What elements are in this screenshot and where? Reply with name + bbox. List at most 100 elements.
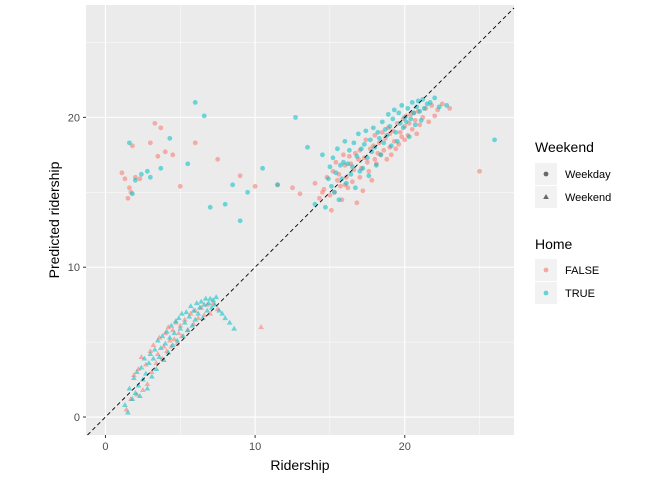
data-point: [153, 360, 160, 366]
data-point: [156, 354, 163, 360]
data-point: [354, 200, 360, 206]
data-point: [372, 132, 378, 138]
legend-symbol: [543, 267, 549, 273]
data-point: [312, 180, 318, 186]
data-point: [360, 188, 366, 194]
data-point: [138, 364, 145, 370]
data-point: [119, 170, 125, 176]
data-point: [137, 176, 143, 182]
data-point: [187, 303, 194, 309]
data-point: [158, 125, 164, 131]
data-point: [131, 375, 137, 381]
data-point: [180, 333, 187, 339]
data-point: [340, 152, 346, 158]
data-point: [388, 143, 394, 149]
data-point: [397, 120, 403, 126]
data-point: [189, 322, 196, 328]
data-point: [376, 135, 382, 141]
data-point: [293, 114, 298, 120]
legend: Weekend Weekday Weekend Home FALSE TRUE: [535, 139, 611, 304]
data-point: [204, 307, 211, 313]
data-point: [366, 173, 372, 179]
x-tick-label: 20: [399, 441, 411, 453]
data-point: [219, 310, 226, 316]
data-point: [222, 315, 229, 321]
data-point: [329, 183, 334, 189]
data-point: [213, 294, 220, 300]
data-point: [414, 104, 420, 110]
data-point: [162, 340, 169, 346]
data-point: [381, 147, 387, 153]
data-point: [447, 105, 453, 111]
data-point: [412, 122, 418, 128]
data-point: [147, 140, 153, 146]
data-point: [321, 186, 327, 192]
legend-title: Home: [535, 236, 573, 252]
data-point: [372, 156, 378, 162]
data-point: [417, 108, 423, 114]
data-point: [400, 125, 406, 131]
data-point: [137, 393, 143, 398]
data-point: [146, 360, 152, 366]
data-point: [357, 174, 363, 180]
x-axis-ticks: 0 10 20: [102, 435, 411, 453]
data-point: [207, 310, 214, 316]
data-point: [367, 137, 373, 143]
data-point: [343, 174, 349, 180]
data-point: [252, 183, 258, 189]
data-point: [185, 161, 191, 167]
data-point: [129, 143, 135, 149]
legend-symbol: [543, 194, 549, 199]
data-point: [166, 337, 173, 343]
data-point: [147, 348, 154, 354]
data-point: [387, 123, 393, 129]
y-tick-label: 10: [68, 262, 80, 274]
data-point: [199, 315, 206, 321]
data-point: [148, 369, 155, 375]
data-point: [409, 99, 415, 105]
data-point: [150, 342, 157, 348]
data-point: [396, 110, 402, 116]
data-point: [132, 390, 139, 395]
data-point: [150, 355, 157, 361]
data-point: [126, 385, 133, 391]
data-point: [403, 119, 409, 125]
data-point: [126, 140, 132, 146]
data-point: [222, 201, 228, 207]
data-point: [373, 162, 379, 168]
data-point: [346, 153, 352, 159]
identity-reference-line: [87, 7, 515, 436]
data-point: [379, 129, 385, 135]
data-point: [366, 168, 372, 174]
data-point: [201, 301, 208, 307]
data-point: [132, 177, 138, 183]
data-point: [364, 159, 370, 165]
legend-symbol: [543, 171, 549, 177]
data-point: [169, 342, 176, 348]
data-point: [333, 159, 339, 165]
data-point: [342, 138, 348, 144]
data-point: [393, 129, 399, 135]
data-point: [143, 370, 149, 376]
data-point: [370, 125, 376, 131]
data-point: [181, 316, 188, 322]
x-axis-title: Ridership: [270, 457, 329, 473]
data-point: [215, 156, 221, 162]
data-point: [192, 316, 199, 322]
data-point: [208, 304, 215, 310]
data-point: [237, 173, 243, 179]
data-point: [245, 189, 251, 195]
data-point: [390, 116, 396, 122]
data-point: [414, 131, 420, 137]
data-point: [134, 369, 140, 375]
data-point: [153, 366, 160, 372]
data-point: [131, 372, 137, 378]
data-point: [382, 126, 388, 132]
data-points: [119, 95, 497, 415]
data-point: [216, 307, 223, 313]
data-point: [406, 134, 412, 140]
data-point: [184, 327, 191, 333]
data-point: [355, 131, 361, 137]
data-point: [183, 309, 190, 315]
